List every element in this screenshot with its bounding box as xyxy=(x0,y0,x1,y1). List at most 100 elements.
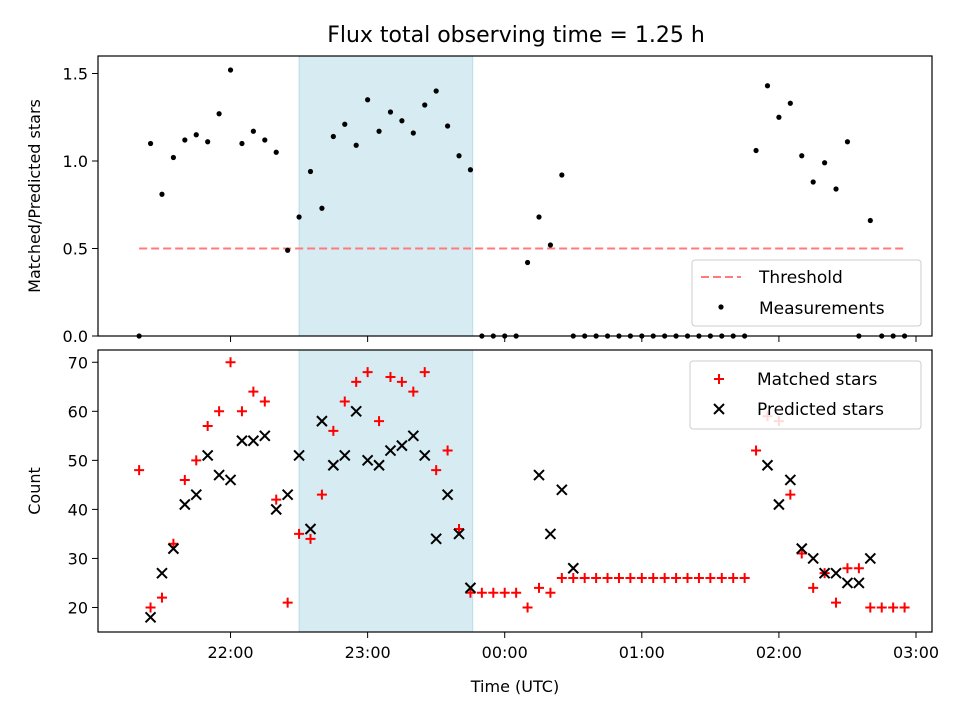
predicted-star-point xyxy=(818,567,831,579)
matched-star-point xyxy=(876,602,887,613)
top-ytick-label: 0.0 xyxy=(63,327,88,346)
matched-star-point xyxy=(248,386,259,397)
predicted-star-point xyxy=(544,528,557,540)
measurement-point xyxy=(182,137,188,143)
bottom-ytick-label: 40 xyxy=(68,500,88,519)
measurement-point xyxy=(822,160,828,166)
matched-star-point xyxy=(271,494,282,505)
measurement-point xyxy=(467,167,474,173)
matched-star-point xyxy=(511,587,522,598)
predicted-star-point xyxy=(327,459,340,471)
chart-title: Flux total observing time = 1.25 h xyxy=(327,23,705,48)
measurement-point xyxy=(764,83,771,89)
matched-star-point xyxy=(648,573,659,584)
matched-star-point xyxy=(236,406,247,417)
matched-star-point xyxy=(328,425,339,436)
top-ytick-label: 0.5 xyxy=(63,240,88,259)
measurement-point xyxy=(787,100,793,106)
matched-star-point xyxy=(374,416,385,427)
bottom-panel: 20 30 40 50 60 70 22:00 23:00 00:00 01:00 02:00 03:… xyxy=(25,349,939,696)
predicted-star-point xyxy=(841,577,854,589)
matched-star-point xyxy=(579,573,590,584)
matched-star-point xyxy=(853,563,864,574)
predicted-star-point xyxy=(830,567,842,579)
predicted-star-point xyxy=(201,449,214,462)
legend-measurements-swatch xyxy=(718,304,724,310)
matched-star-point xyxy=(225,357,236,368)
measurement-point xyxy=(239,140,245,147)
predicted-star-point xyxy=(179,498,191,511)
xtick-label: 03:00 xyxy=(893,643,939,662)
matched-star-point xyxy=(842,563,853,574)
measurement-point xyxy=(216,111,222,117)
matched-star-point xyxy=(785,489,796,500)
predicted-star-point xyxy=(567,562,579,574)
matched-star-point xyxy=(476,587,487,598)
measurement-point xyxy=(536,214,542,220)
matched-star-point xyxy=(385,371,396,382)
matched-star-point xyxy=(179,474,190,485)
predicted-star-point xyxy=(156,567,168,579)
predicted-star-point xyxy=(144,611,157,623)
top-ytick-label: 1.5 xyxy=(63,65,88,84)
matched-star-point xyxy=(305,533,316,544)
matched-star-point xyxy=(808,582,819,593)
predicted-star-point xyxy=(453,528,465,540)
predicted-star-point xyxy=(247,435,260,447)
matched-star-point xyxy=(499,587,510,598)
legend-matched-swatch xyxy=(714,374,724,384)
predicted-star-point xyxy=(853,577,865,589)
matched-star-point xyxy=(351,376,362,387)
matched-star-point xyxy=(362,367,373,378)
predicted-star-point xyxy=(350,405,362,418)
matched-star-point xyxy=(533,582,544,593)
predicted-star-point xyxy=(259,430,271,442)
measurement-point xyxy=(867,217,873,224)
matched-star-point xyxy=(888,602,899,613)
bottom-observing-span xyxy=(298,349,474,633)
measurement-point xyxy=(273,149,279,155)
matched-star-point xyxy=(728,573,739,584)
measurement-point xyxy=(376,128,382,134)
matched-star-point xyxy=(671,573,682,584)
matched-star-point xyxy=(625,573,636,584)
bottom-ylabel: Count xyxy=(25,467,44,515)
matched-star-point xyxy=(716,573,727,584)
predicted-star-point xyxy=(807,552,819,565)
measurement-point xyxy=(170,154,177,161)
top-legend-box xyxy=(691,259,922,327)
predicted-star-point xyxy=(236,435,248,447)
matched-star-point xyxy=(659,573,670,584)
bottom-ytick-label: 50 xyxy=(68,451,88,470)
predicted-star-point xyxy=(293,449,305,462)
predicted-star-point xyxy=(373,459,385,471)
bottom-legend-box xyxy=(689,360,922,430)
measurement-point xyxy=(833,186,839,192)
matched-star-point xyxy=(739,573,750,584)
predicted-star-point xyxy=(224,474,237,486)
matched-star-point xyxy=(899,602,910,613)
measurement-point xyxy=(399,118,405,124)
top-ytick-label: 1.0 xyxy=(63,152,88,171)
matched-star-point xyxy=(602,573,613,584)
predicted-star-point xyxy=(533,469,545,481)
measurement-point xyxy=(547,242,554,248)
measurement-point xyxy=(250,128,256,134)
legend-predicted-label: Predicted stars xyxy=(757,400,884,420)
predicted-star-point xyxy=(556,484,568,496)
predicted-star-point xyxy=(441,488,454,501)
measurement-point xyxy=(422,102,428,108)
predicted-star-point xyxy=(430,533,442,545)
bottom-ytick-label: 60 xyxy=(68,402,88,421)
predicted-star-point xyxy=(213,469,225,481)
matched-star-point xyxy=(831,597,842,608)
predicted-star-point xyxy=(784,474,797,486)
measurement-point xyxy=(342,121,348,127)
matched-star-point xyxy=(556,573,567,584)
measurement-point xyxy=(524,259,531,266)
matched-star-point xyxy=(431,465,442,476)
matched-star-point xyxy=(865,602,876,613)
predicted-star-point xyxy=(464,582,477,594)
bottom-ytick-label: 70 xyxy=(68,353,88,372)
